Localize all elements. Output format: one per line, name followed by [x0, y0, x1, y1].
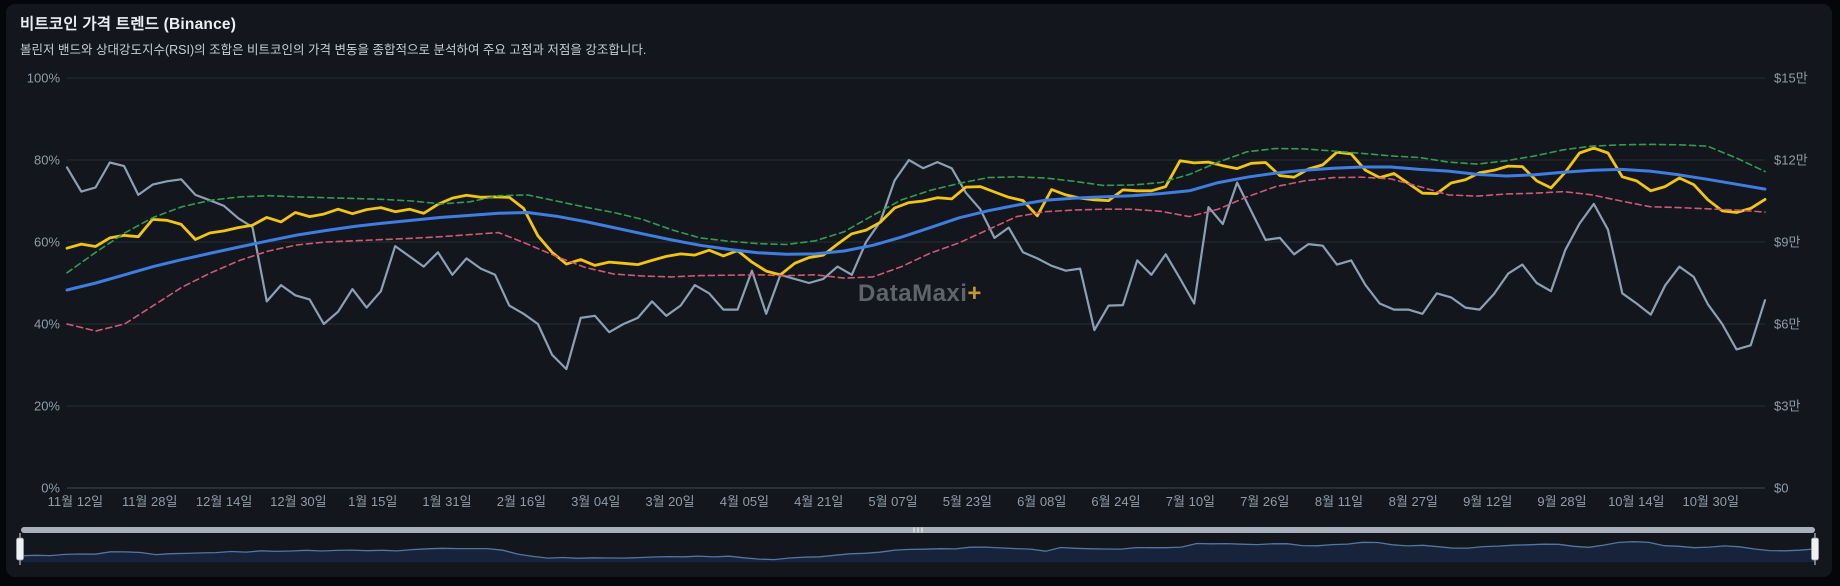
x-axis-label: 5월 23일: [943, 494, 992, 509]
x-axis-label: 8월 11일: [1315, 494, 1363, 509]
x-axis-label: 2월 16일: [497, 494, 546, 509]
x-axis-label: 6월 24일: [1091, 494, 1140, 509]
watermark: DataMaxi+: [858, 280, 982, 308]
x-axis-label: 9월 12일: [1463, 494, 1512, 509]
y-axis-label-right: $9만: [1774, 235, 1800, 250]
y-axis-label-right: $6만: [1774, 317, 1800, 332]
x-axis-label: 8월 27일: [1389, 494, 1438, 509]
navigator-handle-left[interactable]: [16, 537, 24, 561]
bollinger-middle-line: [65, 165, 1767, 292]
x-axis-label: 3월 04일: [571, 494, 620, 509]
x-axis-label: 11월 28일: [122, 494, 178, 509]
chart-card: [6, 4, 1832, 577]
x-axis-label: 7월 26일: [1240, 494, 1289, 509]
x-axis-label: 3월 20일: [645, 494, 694, 509]
y-axis-label-right: $12만: [1774, 153, 1808, 168]
watermark-brand: DataMaxi: [858, 280, 967, 307]
x-axis-label: 11월 12일: [48, 494, 104, 509]
x-axis-label: 1월 15일: [348, 494, 397, 509]
y-axis-label-left: 20%: [34, 399, 60, 414]
bollinger-upper-line: [66, 143, 1766, 274]
x-axis-label: 1월 31일: [422, 494, 471, 509]
chart-title: 비트코인 가격 트렌드 (Binance): [20, 16, 237, 33]
price-line: [65, 146, 1767, 277]
y-axis-label-left: 100%: [27, 71, 61, 86]
plot-area[interactable]: [67, 78, 1765, 488]
y-axis-label-left: 60%: [34, 235, 60, 250]
navigator-handle-right[interactable]: [1811, 537, 1819, 561]
y-axis-label-left: 0%: [41, 481, 60, 496]
x-axis-label: 12월 30일: [270, 494, 326, 509]
watermark-plus-icon: +: [967, 280, 982, 307]
x-axis-label: 4월 05일: [720, 494, 769, 509]
navigator-area[interactable]: [20, 541, 1815, 562]
y-axis-label-right: $0: [1774, 481, 1788, 496]
rsi-line: [65, 158, 1767, 371]
x-axis-label: 9월 28일: [1537, 494, 1586, 509]
y-axis-label-right: $15만: [1774, 71, 1808, 86]
bollinger-lower-line: [66, 176, 1766, 332]
y-axis-label-left: 40%: [34, 317, 60, 332]
y-axis-label-left: 80%: [34, 153, 60, 168]
x-axis-label: 12월 14일: [196, 494, 252, 509]
x-axis-label: 5월 07일: [868, 494, 917, 509]
x-axis-label: 7월 10일: [1166, 494, 1215, 509]
x-axis-label: 10월 30일: [1682, 494, 1738, 509]
x-axis-label: 6월 08일: [1017, 494, 1066, 509]
chart-subtitle: 볼린저 밴드와 상대강도지수(RSI)의 조합은 비트코인의 가격 변동을 종합…: [20, 43, 647, 57]
x-axis-label: 4월 21일: [794, 494, 843, 509]
y-axis-label-right: $3만: [1774, 399, 1800, 414]
navigator-line: [19, 541, 1816, 561]
x-axis-label: 10월 14일: [1608, 494, 1664, 509]
